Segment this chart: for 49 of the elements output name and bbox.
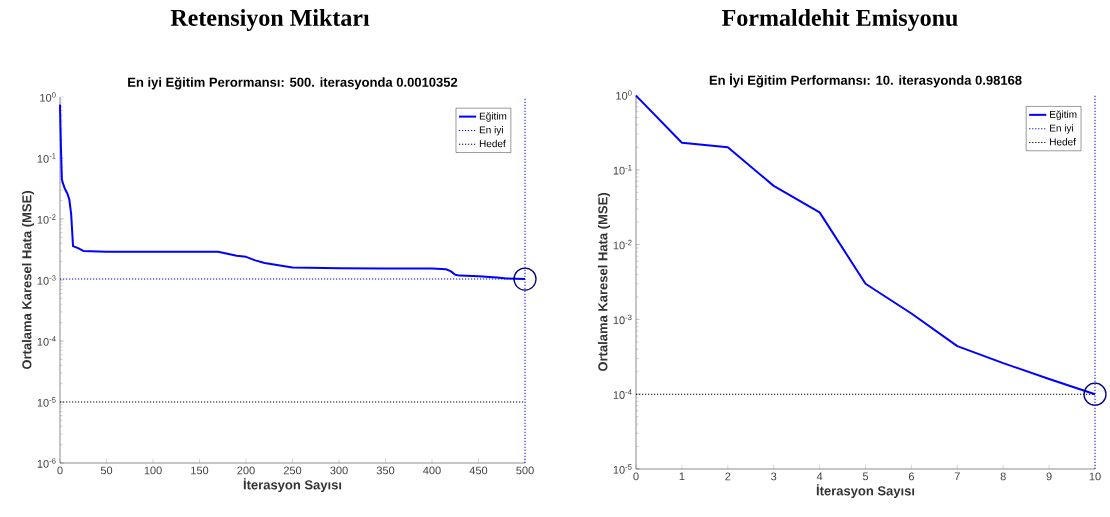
- x-tick-label: 350: [376, 466, 395, 475]
- x-tick-label: 0: [57, 466, 63, 475]
- x-tick-label: 4: [816, 472, 823, 481]
- x-axis-title: İterasyon Sayısı: [816, 484, 915, 499]
- x-tick-label: 50: [100, 466, 113, 475]
- x-tick-label: 0: [633, 472, 639, 481]
- x-tick-label: 100: [144, 466, 162, 475]
- chart-subtitle: En İyi Eğitim Performansı: 10. iterasyonda 0.98168: [709, 73, 1022, 88]
- x-tick-label: 8: [1000, 472, 1006, 481]
- y-tick-label: 10$^{-3}$: [37, 275, 56, 285]
- x-tick-label: 6: [908, 472, 914, 481]
- y-tick-label: 10$^{0}$: [40, 92, 56, 102]
- chart-title: Formaldehit Emisyonu: [722, 9, 958, 31]
- x-tick-label: 300: [330, 466, 348, 475]
- y-tick-label: 10$^{0}$: [616, 90, 632, 100]
- x-tick-label: 150: [191, 466, 209, 475]
- x-tick-label: 10: [1089, 472, 1101, 481]
- y-tick-label: 10$^{-5}$: [613, 464, 632, 474]
- x-tick-label: 5: [862, 472, 869, 481]
- x-tick-label: 2: [725, 472, 731, 481]
- y-tick-label: 10$^{-3}$: [613, 314, 632, 325]
- x-tick-label: 450: [469, 466, 488, 475]
- legend-label: Eğitim: [1050, 110, 1077, 120]
- x-axis-title: İterasyon Sayısı: [243, 478, 342, 493]
- legend-label: Eğitim: [479, 112, 507, 122]
- legend-label: En iyi: [1050, 124, 1074, 134]
- y-tick-label: 10$^{-2}$: [37, 214, 56, 224]
- x-tick-label: 400: [423, 466, 441, 475]
- chart-title: Retensiyon Miktarı: [170, 9, 370, 31]
- y-tick-label: 10$^{-4}$: [37, 336, 56, 346]
- chart-subtitle: En iyi Eğitim Perormansı: 500. iterasyonda 0.0010352: [128, 77, 458, 90]
- x-tick-label: 1: [679, 472, 685, 481]
- x-tick-label: 9: [1046, 472, 1052, 481]
- y-axis-title: Ortalama Karesel Hata (MSE): [597, 193, 611, 372]
- x-tick-label: 7: [954, 472, 960, 481]
- y-tick-label: 10$^{-1}$: [613, 165, 632, 175]
- y-tick-label: 10$^{-4}$: [613, 389, 632, 399]
- y-tick-label: 10$^{-1}$: [37, 153, 56, 163]
- x-tick-label: 500: [516, 466, 534, 475]
- x-tick-label: 200: [237, 466, 255, 475]
- x-tick-label: 250: [283, 466, 302, 475]
- legend-label: Hedef: [1050, 138, 1076, 146]
- legend-label: En iyi: [479, 126, 503, 136]
- legend-label: Hedef: [479, 139, 506, 148]
- y-tick-label: 10$^{-2}$: [613, 239, 632, 250]
- y-tick-label: 10$^{-6}$: [37, 458, 56, 468]
- x-tick-label: 3: [771, 472, 777, 481]
- y-axis-title: Ortalama Karesel Hata (MSE): [21, 191, 35, 370]
- y-tick-label: 10$^{-5}$: [37, 397, 56, 407]
